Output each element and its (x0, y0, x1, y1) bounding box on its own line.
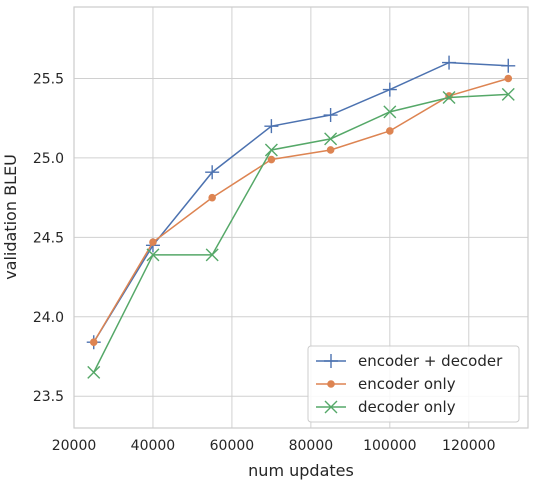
series-line (93, 93, 509, 373)
data-point (146, 248, 160, 262)
legend-marker (327, 380, 335, 388)
x-axis-ticks: 20000 40000 60000 80000 100000 120000 (52, 438, 496, 454)
data-point (205, 248, 219, 262)
data-point (501, 87, 515, 101)
data-point (383, 105, 397, 119)
legend-entry: decoder only (316, 398, 456, 416)
grid-lines (73, 7, 528, 428)
series-line (93, 77, 509, 343)
series-decoder-only (87, 87, 515, 379)
data-point (324, 132, 338, 146)
y-axis-label: validation BLEU (1, 154, 20, 280)
data-point (264, 143, 278, 157)
data-point (205, 165, 220, 180)
x-tick-label: 80000 (289, 438, 334, 454)
x-tick-label: 40000 (131, 438, 176, 454)
data-point (326, 146, 335, 154)
y-tick-label: 24.0 (33, 310, 64, 326)
x-tick-label: 120000 (442, 438, 495, 454)
series-encoder-only (89, 74, 513, 347)
data-point (382, 82, 397, 97)
y-axis-ticks: 23.5 24.0 24.5 25.0 25.5 (33, 71, 64, 405)
y-tick-label: 25.5 (33, 71, 64, 87)
data-point (89, 338, 98, 347)
x-axis-label: num updates (248, 461, 354, 480)
x-tick-label: 60000 (210, 438, 255, 454)
data-point (267, 155, 276, 164)
data-point (208, 193, 216, 202)
legend-entry: encoder + decoder (316, 352, 503, 370)
y-tick-label: 24.5 (33, 230, 64, 246)
legend-entry: encoder only (316, 375, 456, 393)
legend-marker (324, 400, 338, 414)
data-point (87, 365, 101, 379)
legend-label: encoder only (358, 375, 456, 393)
data-point (323, 108, 338, 123)
x-tick-label: 20000 (52, 438, 97, 454)
data-point (442, 91, 456, 105)
legend-label: encoder + decoder (358, 352, 503, 370)
legend-box (307, 345, 520, 423)
data-point (264, 119, 279, 134)
y-tick-label: 25.0 (33, 151, 64, 167)
x-tick-label: 100000 (363, 438, 416, 454)
data-point (501, 58, 516, 73)
data-point (149, 238, 157, 246)
legend-label: decoder only (358, 398, 456, 416)
y-tick-label: 23.5 (33, 389, 64, 405)
plot-frame (73, 6, 529, 429)
legend: encoder + decoder encoder only decoder onl… (307, 345, 520, 423)
series-layer (86, 55, 516, 379)
data-point (386, 127, 394, 135)
legend-marker (324, 354, 338, 368)
series-line (93, 61, 509, 343)
data-point (504, 74, 513, 83)
data-point (442, 55, 457, 70)
